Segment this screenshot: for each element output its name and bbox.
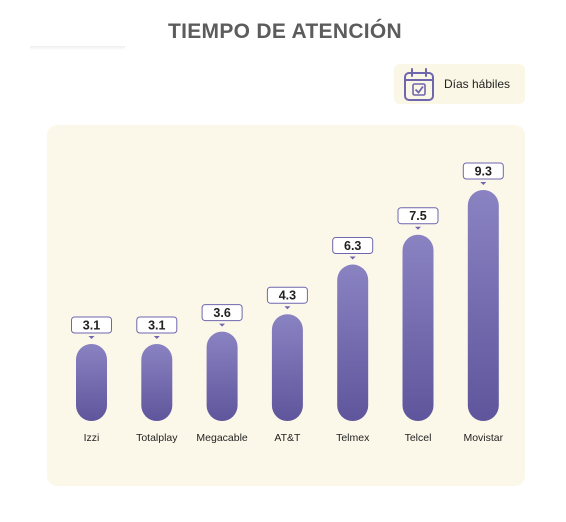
bar-group: 7.5 Telcel	[397, 207, 439, 444]
data-label-pointer	[480, 182, 487, 185]
data-label-pointer	[88, 336, 95, 339]
data-label: 3.6	[213, 306, 230, 320]
bar	[402, 234, 434, 421]
chart-title: TIEMPO DE ATENCIÓN	[167, 20, 403, 43]
category-label: Izzi	[84, 432, 100, 444]
data-label: 7.5	[409, 209, 426, 223]
data-label-box	[462, 162, 504, 180]
category-label: Telcel	[405, 432, 432, 444]
bar	[141, 344, 173, 421]
data-label: 4.3	[279, 289, 296, 303]
bar-group: 6.3 Telmex	[332, 237, 374, 444]
data-label: 6.3	[344, 239, 361, 253]
category-label: Megacable	[196, 432, 248, 444]
bar	[337, 264, 369, 421]
bar-group: 3.6 Megacable	[196, 304, 248, 444]
data-label: 3.1	[148, 319, 165, 333]
data-label-box	[136, 316, 178, 334]
data-label-box	[201, 304, 243, 322]
category-label: Totalplay	[136, 432, 178, 444]
data-label: 3.1	[83, 319, 100, 333]
category-label: Movistar	[463, 432, 503, 444]
category-label: AT&T	[274, 432, 301, 444]
legend-label: Días hábiles	[444, 77, 511, 91]
data-label-box	[71, 316, 112, 334]
calendar-check-icon	[404, 68, 434, 101]
data-label-box	[332, 237, 374, 255]
data-label-pointer	[219, 323, 226, 327]
bar	[206, 331, 238, 421]
data-label-pointer	[284, 306, 291, 310]
data-label: 9.3	[475, 165, 492, 179]
bar-group: 9.3 Movistar	[462, 162, 504, 444]
title-underline	[30, 46, 125, 50]
bar-group: 3.1 Izzi	[71, 316, 112, 444]
data-label-box	[266, 286, 308, 304]
data-label-box	[397, 207, 439, 225]
bar-group: 4.3 AT&T	[266, 286, 308, 444]
legend-box: Días hábiles	[394, 64, 525, 104]
bar	[271, 314, 303, 421]
bar	[467, 190, 499, 421]
data-label-pointer	[415, 226, 421, 230]
bar-group: 3.1 Totalplay	[136, 316, 178, 444]
bar	[76, 344, 107, 421]
data-label-pointer	[153, 336, 160, 339]
chart-panel	[47, 125, 525, 486]
data-label-pointer	[349, 256, 356, 260]
category-label: Telmex	[336, 432, 370, 444]
